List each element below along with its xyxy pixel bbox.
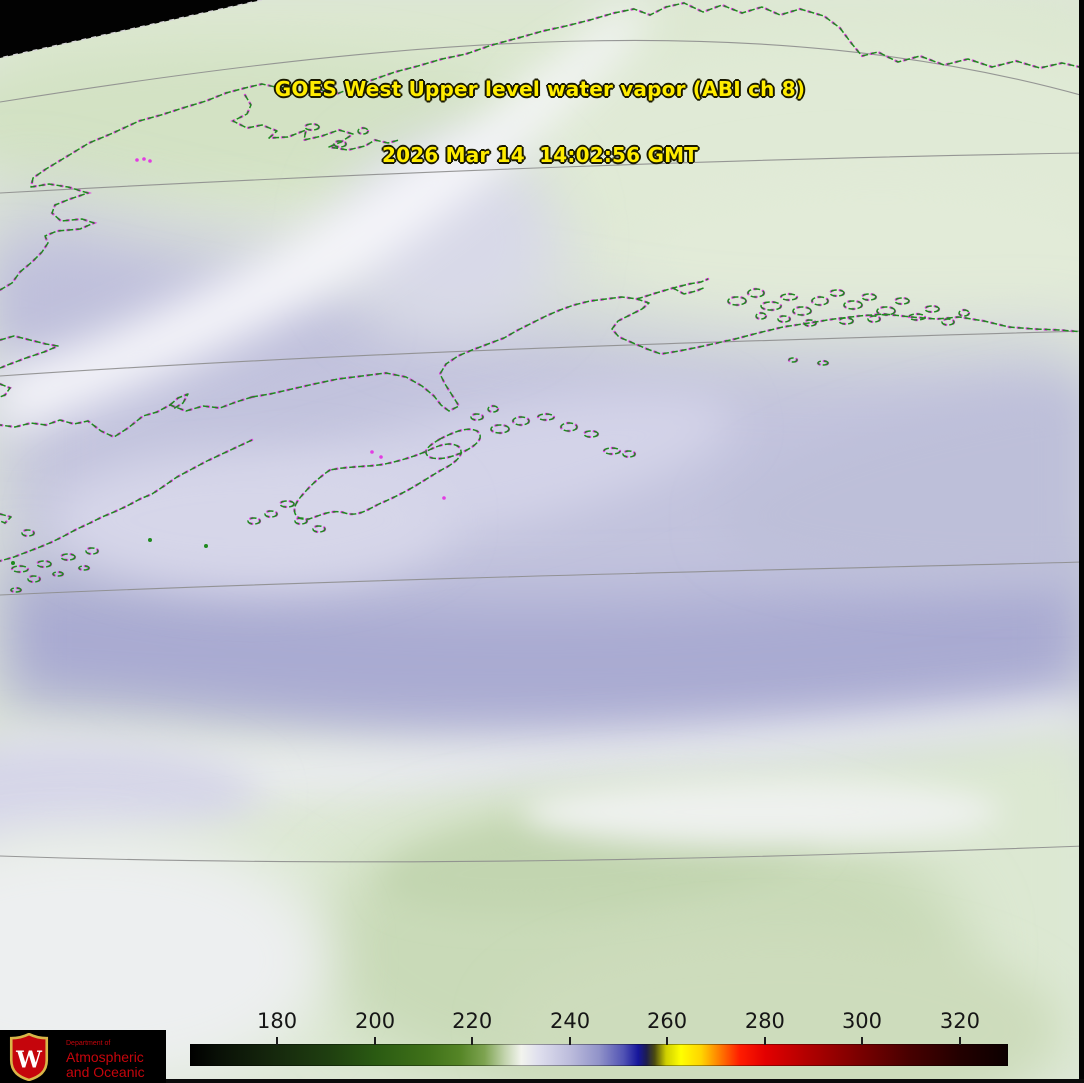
colorbar-region: 180 200 220 240 260 280 300 320 xyxy=(190,1008,1008,1070)
colorbar-tick-label: 220 xyxy=(452,1009,493,1033)
right-edge-strip xyxy=(1079,0,1084,1083)
colorbar-tick-mark xyxy=(569,1037,572,1045)
coastline-layer xyxy=(0,1,1084,594)
station-dots xyxy=(135,157,446,500)
logo-banner: W Department of Atmospheric and Oceanic … xyxy=(0,1030,166,1083)
logo-dept-line: Department of xyxy=(66,1040,111,1047)
colorbar-tick-mark xyxy=(860,1037,863,1045)
scan-edge-wedge xyxy=(0,0,263,59)
colorbar-tick-label: 260 xyxy=(647,1009,688,1033)
colorbar-gradient xyxy=(190,1044,1008,1066)
colorbar-tick-label: 240 xyxy=(549,1009,591,1033)
uw-crest-icon: W xyxy=(9,1033,49,1081)
colorbar-tick-label: 200 xyxy=(354,1009,396,1033)
logo-line1: Atmospheric xyxy=(66,1049,144,1065)
title-line2: 2026 Mar 14 14:02:56 GMT xyxy=(381,143,699,167)
colorbar-tick-mark xyxy=(763,1037,766,1045)
colorbar-tick-label: 300 xyxy=(841,1009,883,1033)
island-specks xyxy=(11,538,208,565)
logo-line2: and Oceanic Sciences xyxy=(66,1064,145,1083)
colorbar-tick-mark xyxy=(666,1037,669,1045)
colorbar-tick-label: 280 xyxy=(744,1009,785,1033)
colorbar-tick-mark xyxy=(276,1037,279,1045)
bottom-edge-strip xyxy=(0,1079,1084,1083)
title-overlay: GOES West Upper level water vapor (ABI c… xyxy=(0,34,1080,210)
colorbar-tick-mark xyxy=(374,1037,377,1045)
colorbar-tick-mark xyxy=(958,1037,961,1045)
colorbar-tick-mark xyxy=(471,1037,474,1045)
title-line1: GOES West Upper level water vapor (ABI c… xyxy=(274,77,806,101)
colorbar-tick-label: 320 xyxy=(939,1009,981,1033)
colorbar-tick-label: 180 xyxy=(256,1009,298,1033)
crest-letter: W xyxy=(15,1046,43,1073)
